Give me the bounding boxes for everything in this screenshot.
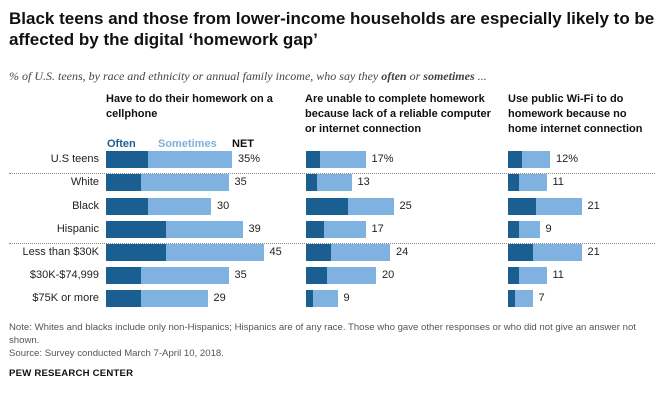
bar-panel2-sometimes-white: [316, 174, 352, 191]
pew-logo-text: PEW RESEARCH CENTER: [9, 368, 134, 379]
bar-panel2-often-30k-74-999: [306, 267, 327, 284]
row-label-30k-74-999: $30K-$74,999: [29, 269, 99, 281]
bar-panel1-often-hispanic: [106, 221, 166, 238]
bar-panel2-often-hispanic: [306, 221, 324, 238]
bar-panel2-sometimes-less-than-30k: [330, 244, 390, 261]
net-label-panel2-black: 25: [399, 200, 412, 212]
bar-panel3-often-less-than-30k: [508, 244, 533, 261]
chart-note: Note: Whites and blacks include only non…: [9, 322, 636, 346]
bar-panel1-often-less-than-30k: [106, 244, 166, 261]
net-label-panel3-hispanic: 9: [545, 223, 552, 235]
net-label-panel1-u-s-teens: 35%: [238, 153, 261, 165]
legend-often: Often: [107, 138, 136, 150]
bar-panel1-often-30k-74-999: [106, 267, 141, 284]
net-label-panel1-hispanic: 39: [248, 223, 261, 235]
bar-panel3-often-hispanic: [508, 221, 519, 238]
net-label-panel3-white: 11: [552, 176, 564, 188]
net-label-panel3-30k-74-999: 11: [552, 269, 564, 281]
chart-subtitle: % of U.S. teens, by race and ethnicity o…: [9, 69, 487, 84]
bar-panel2-often-75k-or-more: [306, 290, 313, 307]
subtitle-often: often: [381, 69, 407, 83]
bar-panel3-often-30k-74-999: [508, 267, 519, 284]
divider-income: [9, 243, 655, 244]
net-label-panel2-75k-or-more: 9: [343, 292, 350, 304]
bar-panel1-sometimes-less-than-30k: [165, 244, 264, 261]
net-label-panel3-less-than-30k: 21: [587, 246, 600, 258]
subtitle-suffix: ...: [474, 69, 487, 83]
bar-panel2-often-less-than-30k: [306, 244, 331, 261]
subtitle-middle: or: [406, 69, 424, 83]
net-label-panel3-u-s-teens: 12%: [556, 153, 579, 165]
bar-panel1-sometimes-u-s-teens: [148, 151, 232, 168]
subtitle-prefix: % of U.S. teens, by race and ethnicity o…: [9, 69, 382, 83]
bar-panel3-sometimes-less-than-30k: [532, 244, 582, 261]
bar-panel3-sometimes-75k-or-more: [515, 290, 533, 307]
bar-panel1-sometimes-black: [148, 198, 211, 215]
panel-2-title: Are unable to complete homework because …: [305, 93, 491, 135]
panel-1-title: Have to do their homework on a cellphone: [106, 93, 273, 120]
bar-panel1-often-75k-or-more: [106, 290, 141, 307]
bar-panel2-often-white: [306, 174, 317, 191]
subtitle-sometimes: sometimes: [423, 69, 475, 83]
net-label-panel2-30k-74-999: 20: [382, 269, 395, 281]
bar-panel1-sometimes-white: [141, 174, 229, 191]
bar-panel1-sometimes-30k-74-999: [141, 267, 229, 284]
bar-panel3-often-75k-or-more: [508, 290, 515, 307]
bar-panel1-often-black: [106, 198, 148, 215]
bar-panel2-sometimes-30k-74-999: [327, 267, 376, 284]
bar-panel2-sometimes-u-s-teens: [320, 151, 366, 168]
bar-panel3-sometimes-u-s-teens: [522, 151, 550, 168]
row-label-u-s-teens: U.S teens: [50, 153, 99, 165]
bar-panel2-sometimes-75k-or-more: [313, 290, 338, 307]
panel-3-title: Use public Wi-Fi to do homework because …: [508, 93, 643, 135]
bar-panel1-often-white: [106, 174, 141, 191]
net-label-panel1-30k-74-999: 35: [234, 269, 247, 281]
net-label-panel3-black: 21: [587, 200, 600, 212]
bar-panel2-sometimes-hispanic: [323, 221, 366, 238]
bar-panel1-often-u-s-teens: [106, 151, 148, 168]
row-label-75k-or-more: $75K or more: [32, 292, 99, 304]
bar-panel3-often-white: [508, 174, 519, 191]
net-label-panel1-75k-or-more: 29: [213, 292, 226, 304]
bar-panel2-often-u-s-teens: [306, 151, 320, 168]
row-label-less-than-30k: Less than $30K: [22, 246, 99, 258]
row-label-hispanic: Hispanic: [56, 223, 99, 235]
bar-panel2-sometimes-black: [348, 198, 394, 215]
row-label-white: White: [70, 176, 99, 188]
net-label-panel2-less-than-30k: 24: [396, 246, 409, 258]
net-label-panel1-white: 35: [234, 176, 247, 188]
bar-panel3-sometimes-hispanic: [518, 221, 540, 238]
legend-net: NET: [232, 138, 254, 150]
bar-panel1-sometimes-75k-or-more: [141, 290, 208, 307]
bar-panel1-sometimes-hispanic: [165, 221, 243, 238]
bar-panel3-sometimes-black: [536, 198, 582, 215]
bar-panel3-sometimes-30k-74-999: [518, 267, 547, 284]
bar-panel3-often-u-s-teens: [508, 151, 522, 168]
net-label-panel1-black: 30: [217, 200, 230, 212]
net-label-panel2-hispanic: 17: [371, 223, 384, 235]
chart-title: Black teens and those from lower-income …: [9, 9, 655, 49]
bar-panel2-often-black: [306, 198, 348, 215]
net-label-panel3-75k-or-more: 7: [538, 292, 545, 304]
net-label-panel2-white: 13: [357, 176, 370, 188]
legend-sometimes: Sometimes: [158, 138, 217, 150]
net-label-panel1-less-than-30k: 45: [269, 246, 282, 258]
net-label-panel2-u-s-teens: 17%: [371, 153, 394, 165]
divider-overall: [9, 173, 655, 174]
bar-panel3-often-black: [508, 198, 536, 215]
bar-panel3-sometimes-white: [518, 174, 547, 191]
row-label-black: Black: [72, 200, 99, 212]
chart-source: Source: Survey conducted March 7-April 1…: [9, 348, 224, 359]
